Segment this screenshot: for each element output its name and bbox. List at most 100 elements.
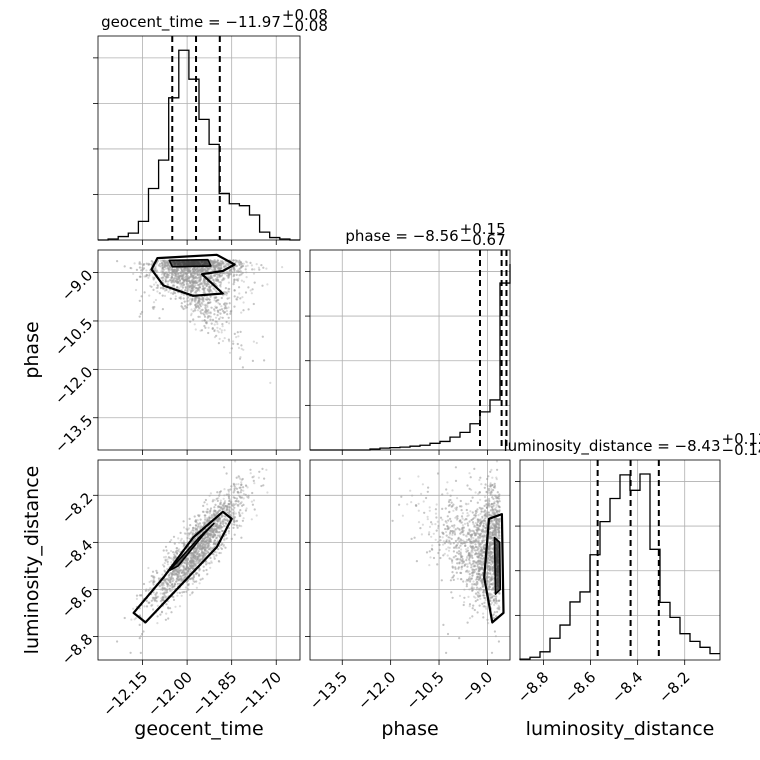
sample-point bbox=[192, 288, 195, 291]
sample-point bbox=[193, 280, 196, 283]
sample-point bbox=[201, 269, 205, 272]
sample-point bbox=[194, 270, 197, 273]
sample-point bbox=[153, 269, 156, 272]
sample-point bbox=[191, 289, 194, 292]
sample-point bbox=[217, 301, 220, 304]
sample-point bbox=[252, 302, 255, 306]
sample-point bbox=[182, 277, 185, 280]
sample-point bbox=[129, 651, 132, 654]
sample-point bbox=[227, 281, 230, 284]
sample-point bbox=[238, 524, 241, 527]
sample-point bbox=[170, 273, 174, 276]
sample-point bbox=[230, 268, 233, 271]
sample-point bbox=[156, 622, 159, 625]
sample-point bbox=[220, 262, 223, 265]
sample-point bbox=[210, 289, 213, 292]
sample-point bbox=[145, 274, 149, 277]
sample-point bbox=[189, 524, 192, 527]
sample-point bbox=[188, 280, 191, 283]
sample-point bbox=[217, 262, 220, 265]
sample-point bbox=[217, 342, 220, 345]
sample-point bbox=[171, 269, 174, 272]
sample-point bbox=[207, 283, 210, 286]
sample-point bbox=[197, 269, 200, 272]
sample-point bbox=[203, 277, 206, 280]
sample-point bbox=[186, 296, 190, 299]
sample-point bbox=[182, 566, 185, 569]
sample-point bbox=[197, 306, 200, 309]
sample-point bbox=[200, 312, 203, 315]
sample-point bbox=[135, 268, 138, 271]
sample-point bbox=[225, 307, 228, 310]
sample-point bbox=[185, 281, 188, 284]
sample-point bbox=[233, 533, 236, 536]
sample-point bbox=[232, 266, 235, 269]
sample-point bbox=[238, 357, 242, 360]
sample-point bbox=[221, 294, 225, 297]
sample-point bbox=[185, 282, 188, 286]
sample-point bbox=[164, 580, 167, 583]
sample-point bbox=[251, 288, 254, 291]
sample-point bbox=[249, 468, 252, 471]
sample-point bbox=[228, 340, 231, 343]
sample-point bbox=[236, 504, 239, 507]
sample-point bbox=[186, 280, 189, 283]
sample-point bbox=[164, 287, 167, 290]
sample-point bbox=[182, 307, 185, 311]
sample-point bbox=[213, 329, 216, 333]
sample-point bbox=[177, 282, 180, 285]
sample-point bbox=[204, 514, 207, 517]
sample-point bbox=[203, 267, 207, 270]
sample-point bbox=[228, 269, 231, 272]
sample-point bbox=[186, 267, 189, 270]
sample-point bbox=[224, 265, 227, 268]
sample-point bbox=[176, 280, 179, 284]
sample-point bbox=[177, 277, 180, 280]
sample-point bbox=[191, 289, 194, 292]
sample-point bbox=[227, 276, 230, 279]
sample-point bbox=[187, 269, 190, 272]
sample-point bbox=[227, 338, 230, 341]
sample-point bbox=[161, 308, 164, 311]
sample-point bbox=[192, 274, 195, 277]
sample-point bbox=[193, 268, 197, 271]
sample-point bbox=[175, 267, 178, 270]
sample-point bbox=[230, 268, 233, 271]
sample-point bbox=[194, 291, 197, 294]
sample-point bbox=[161, 262, 164, 265]
sample-point bbox=[215, 511, 218, 514]
sample-point bbox=[182, 279, 185, 282]
sample-point bbox=[226, 313, 229, 316]
sample-point bbox=[181, 275, 184, 278]
sample-point bbox=[168, 271, 171, 274]
sample-point bbox=[186, 290, 189, 293]
sample-point bbox=[240, 263, 243, 266]
sample-point bbox=[186, 296, 190, 299]
sample-point bbox=[175, 271, 178, 274]
sample-point bbox=[252, 340, 255, 343]
sample-point bbox=[167, 265, 170, 268]
sample-point bbox=[160, 261, 164, 264]
sample-point bbox=[189, 302, 192, 305]
sample-point bbox=[220, 329, 223, 332]
sample-point bbox=[152, 288, 155, 291]
sample-point bbox=[207, 269, 210, 272]
sample-point bbox=[186, 278, 189, 281]
sample-point bbox=[213, 261, 216, 264]
sample-point bbox=[176, 281, 179, 284]
sample-point bbox=[198, 300, 202, 303]
sample-point bbox=[184, 278, 187, 281]
sample-point bbox=[167, 280, 170, 283]
sample-point bbox=[158, 317, 161, 320]
sample-point bbox=[220, 305, 223, 308]
sample-point bbox=[209, 295, 212, 298]
sample-point bbox=[165, 262, 168, 265]
sample-point bbox=[192, 276, 195, 279]
sample-point bbox=[195, 276, 198, 279]
tick-label-y: −10.5 bbox=[51, 315, 96, 360]
sample-point bbox=[188, 271, 191, 274]
sample-point bbox=[245, 271, 248, 274]
sample-point bbox=[174, 274, 177, 277]
sample-point bbox=[179, 271, 182, 274]
sample-point bbox=[205, 282, 208, 286]
